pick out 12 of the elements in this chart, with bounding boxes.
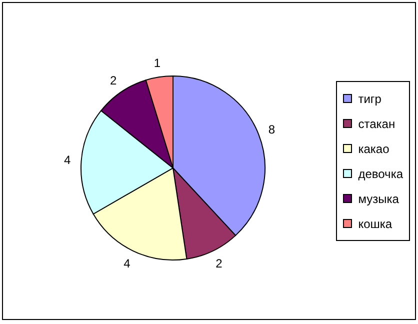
legend-label: стакан	[358, 116, 396, 130]
legend-label: девочка	[358, 166, 403, 180]
data-label: 4	[64, 153, 71, 168]
data-label: 2	[216, 256, 223, 271]
data-label: 8	[268, 122, 276, 136]
data-label: 2	[110, 73, 117, 88]
data-label: 1	[154, 56, 161, 70]
legend-label: тигр	[358, 92, 382, 106]
legend-label: кошка	[358, 216, 392, 230]
legend-label: какао	[358, 142, 390, 156]
legend-label: музыка	[358, 192, 399, 206]
data-label: 4	[124, 256, 131, 271]
